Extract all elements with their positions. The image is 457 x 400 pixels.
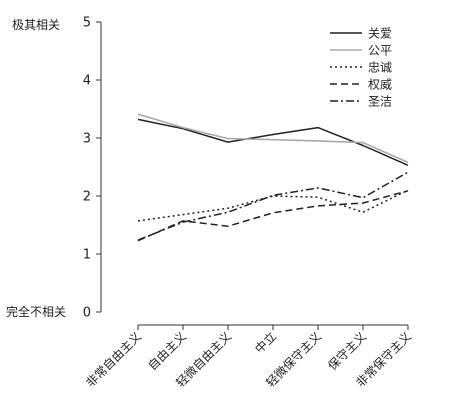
y-tick-label: 2 <box>83 190 91 205</box>
y-tick-label: 1 <box>83 248 91 263</box>
series-line-3 <box>137 189 409 222</box>
legend-label-2: 公平 <box>368 44 392 58</box>
y-tick-label: 5 <box>83 16 91 31</box>
y-bottom-label: 完全不相关 <box>6 304 66 319</box>
series-line-5 <box>137 171 409 241</box>
legend-label-5: 圣洁 <box>368 95 392 109</box>
y-tick-label: 3 <box>83 132 91 147</box>
series-line-1 <box>137 118 409 166</box>
x-category-label: 非常自由主义 <box>83 329 144 390</box>
y-top-label: 极其相关 <box>12 18 60 32</box>
x-category-label: 自由主义 <box>145 329 189 373</box>
series-layer <box>137 113 409 242</box>
x-category-label: 保守主义 <box>325 329 369 373</box>
x-category-label: 中立 <box>252 329 280 357</box>
legend-label-4: 权威 <box>368 78 392 92</box>
series-line-4 <box>137 190 409 242</box>
series-line-2 <box>137 113 409 164</box>
y-tick-label: 0 <box>83 306 91 321</box>
legend-label-1: 关爱 <box>368 27 392 41</box>
legend-label-3: 忠诚 <box>368 61 392 75</box>
y-tick-label: 4 <box>83 74 91 89</box>
